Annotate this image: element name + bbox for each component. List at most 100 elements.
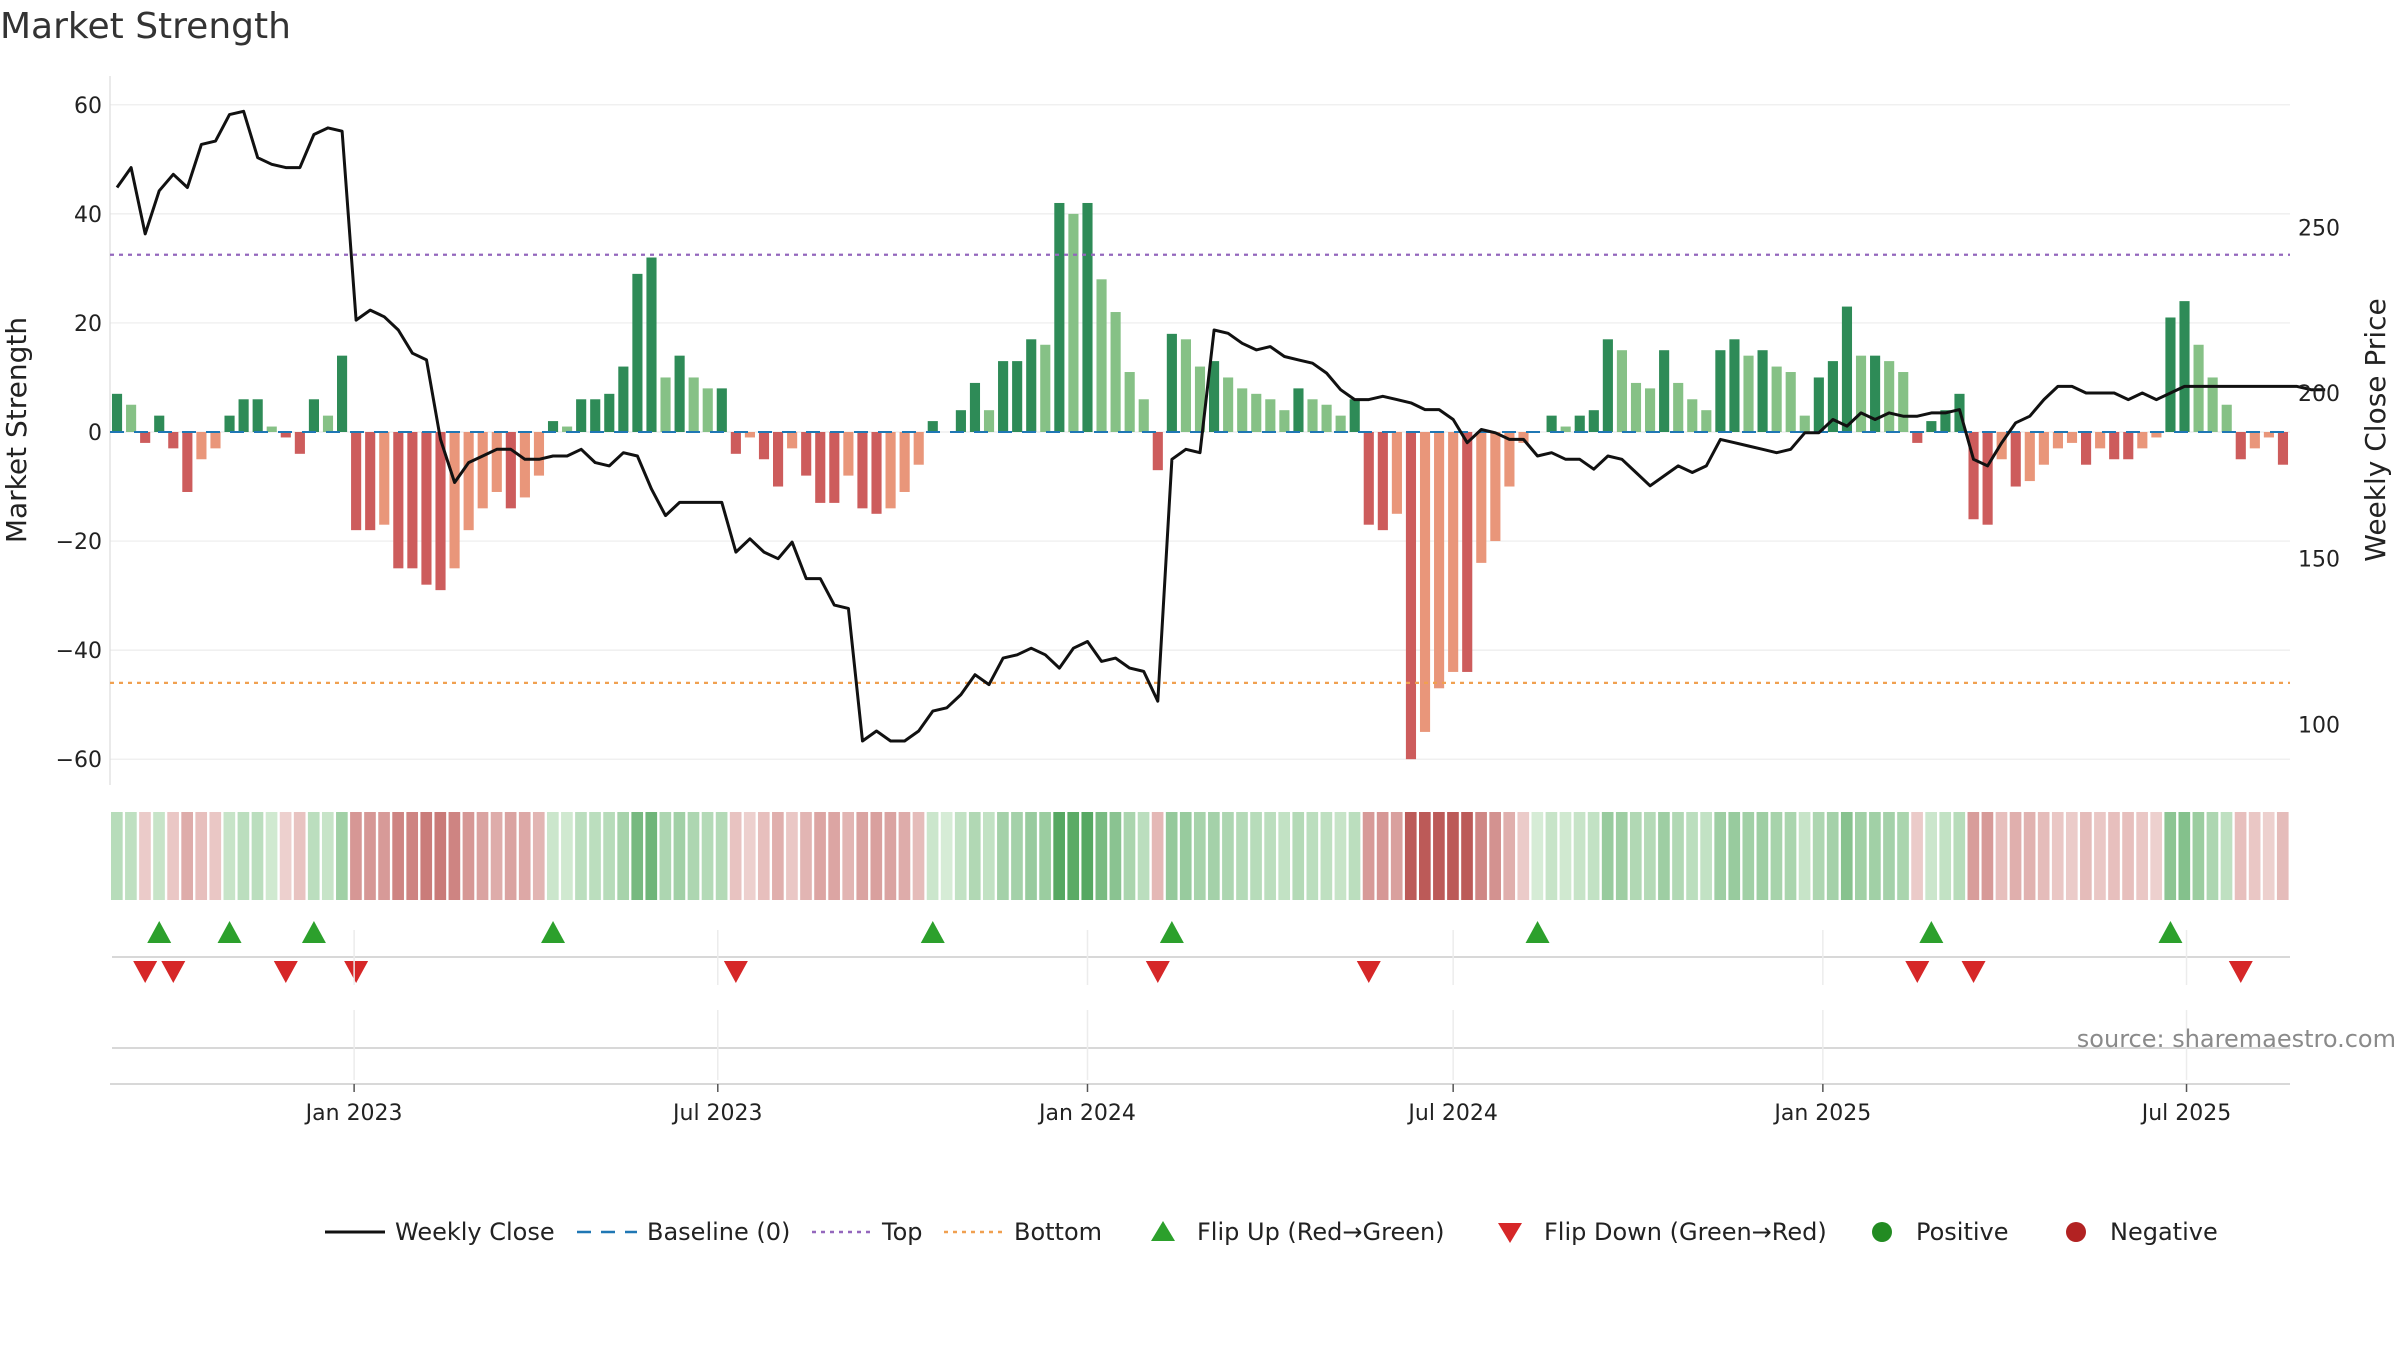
- strength-bar: [1630, 382, 1642, 432]
- strength-bar: [1940, 410, 1951, 432]
- strength-bar: [1293, 388, 1304, 432]
- y-tick-label: 20: [74, 312, 102, 337]
- heat-cell: [1419, 812, 1431, 900]
- strength-bar: [1574, 415, 1585, 432]
- strength-bar: [871, 432, 882, 514]
- strength-bar: [266, 426, 277, 432]
- flip-down-marker: [1905, 961, 1930, 983]
- strength-bar: [1504, 432, 1515, 487]
- strength-bar: [885, 432, 896, 509]
- strength-bar: [365, 432, 376, 531]
- strength-bar: [1673, 382, 1684, 432]
- heat-cell: [1784, 812, 1797, 900]
- strength-bar: [1434, 432, 1445, 689]
- strength-bar: [224, 415, 235, 432]
- heat-cell: [1883, 812, 1895, 900]
- flip-up-marker: [1525, 921, 1550, 943]
- heat-cell: [195, 812, 208, 900]
- y-tick-label: −40: [56, 639, 102, 664]
- strength-bar: [1054, 202, 1065, 432]
- strength-bar: [843, 432, 854, 476]
- heat-cell: [1404, 812, 1417, 900]
- x-tick-label: Jul 2023: [671, 1101, 763, 1126]
- strength-bar: [2235, 432, 2246, 460]
- strength-bar: [308, 399, 319, 432]
- strength-bar: [435, 432, 446, 591]
- strength-bar: [1602, 339, 1613, 432]
- flip-down-marker: [344, 961, 369, 983]
- strength-bar: [1124, 372, 1135, 432]
- heat-cell: [279, 812, 292, 900]
- strength-bar: [1884, 361, 1895, 432]
- strength-bar: [1377, 432, 1388, 531]
- heat-cell: [617, 812, 629, 900]
- flip-down-marker: [161, 961, 186, 983]
- flip-down-marker: [133, 961, 158, 983]
- strength-bar: [351, 432, 362, 531]
- heat-cell: [307, 812, 320, 900]
- strength-bar: [1490, 432, 1501, 542]
- heat-cell: [1531, 812, 1544, 900]
- strength-bar: [2095, 432, 2106, 449]
- heat-cell: [2136, 812, 2148, 900]
- legend-label: Bottom: [1014, 1218, 1102, 1246]
- strength-bar: [2263, 432, 2274, 438]
- flip-down-marker: [1356, 961, 1381, 983]
- heat-cell: [1376, 812, 1389, 900]
- heat-cell: [800, 812, 812, 900]
- heat-cell: [125, 812, 137, 900]
- heat-cell: [729, 812, 742, 900]
- strength-bar: [1363, 432, 1374, 525]
- heat-cell: [1179, 812, 1192, 900]
- strength-bar: [1096, 279, 1107, 432]
- strength-bar: [998, 361, 1009, 432]
- heat-cell: [842, 812, 855, 900]
- strength-bar: [1223, 377, 1234, 432]
- strength-bar: [2137, 432, 2148, 449]
- heat-cell: [1447, 812, 1459, 900]
- heat-cell: [940, 812, 953, 900]
- strength-bar: [801, 432, 812, 476]
- heat-cell: [631, 812, 644, 900]
- flip-down-marker: [2228, 961, 2253, 983]
- heat-cell: [1222, 812, 1234, 900]
- strength-bar: [829, 432, 840, 503]
- heat-cell: [2220, 812, 2233, 900]
- heat-cell: [715, 812, 728, 900]
- heat-cell: [2276, 812, 2289, 900]
- strength-bar: [1757, 350, 1768, 432]
- heat-cell: [1292, 812, 1305, 900]
- strength-bar: [2277, 432, 2289, 465]
- strength-bar: [702, 388, 713, 432]
- strength-bar: [463, 432, 474, 531]
- legend-item: Flip Up (Red→Green): [1151, 1218, 1445, 1246]
- heat-cell: [673, 812, 686, 900]
- source-label: source: sharemaestro.com: [2077, 1025, 2396, 1053]
- heat-cell: [1601, 812, 1614, 900]
- strength-bar: [168, 432, 179, 449]
- strength-bar: [815, 432, 826, 503]
- strength-bar: [1321, 404, 1332, 432]
- heat-cell: [2164, 812, 2177, 900]
- heat-cell: [2150, 812, 2163, 900]
- legend: Weekly Close Baseline (0) Top Bottom Flip Up…: [325, 1218, 2218, 1246]
- strength-bar: [519, 432, 530, 498]
- strength-bar: [1715, 350, 1726, 432]
- heat-cell: [2122, 812, 2134, 900]
- strength-bar: [1799, 415, 1810, 432]
- strength-bar: [1251, 393, 1262, 432]
- y2-tick-label: 250: [2298, 216, 2340, 241]
- heat-cell: [1545, 812, 1558, 900]
- heat-cell: [1461, 812, 1473, 900]
- strength-bar: [1687, 399, 1698, 432]
- strength-bar: [1152, 432, 1163, 471]
- strength-bar: [238, 399, 249, 432]
- heat-cell: [1053, 812, 1065, 900]
- x-tick-label: Jul 2025: [2140, 1101, 2232, 1126]
- strength-bar: [547, 421, 559, 432]
- legend-circle-swatch: [2066, 1222, 2086, 1242]
- strength-bar: [730, 432, 741, 454]
- heat-cell: [898, 812, 911, 900]
- heat-cell: [1587, 812, 1600, 900]
